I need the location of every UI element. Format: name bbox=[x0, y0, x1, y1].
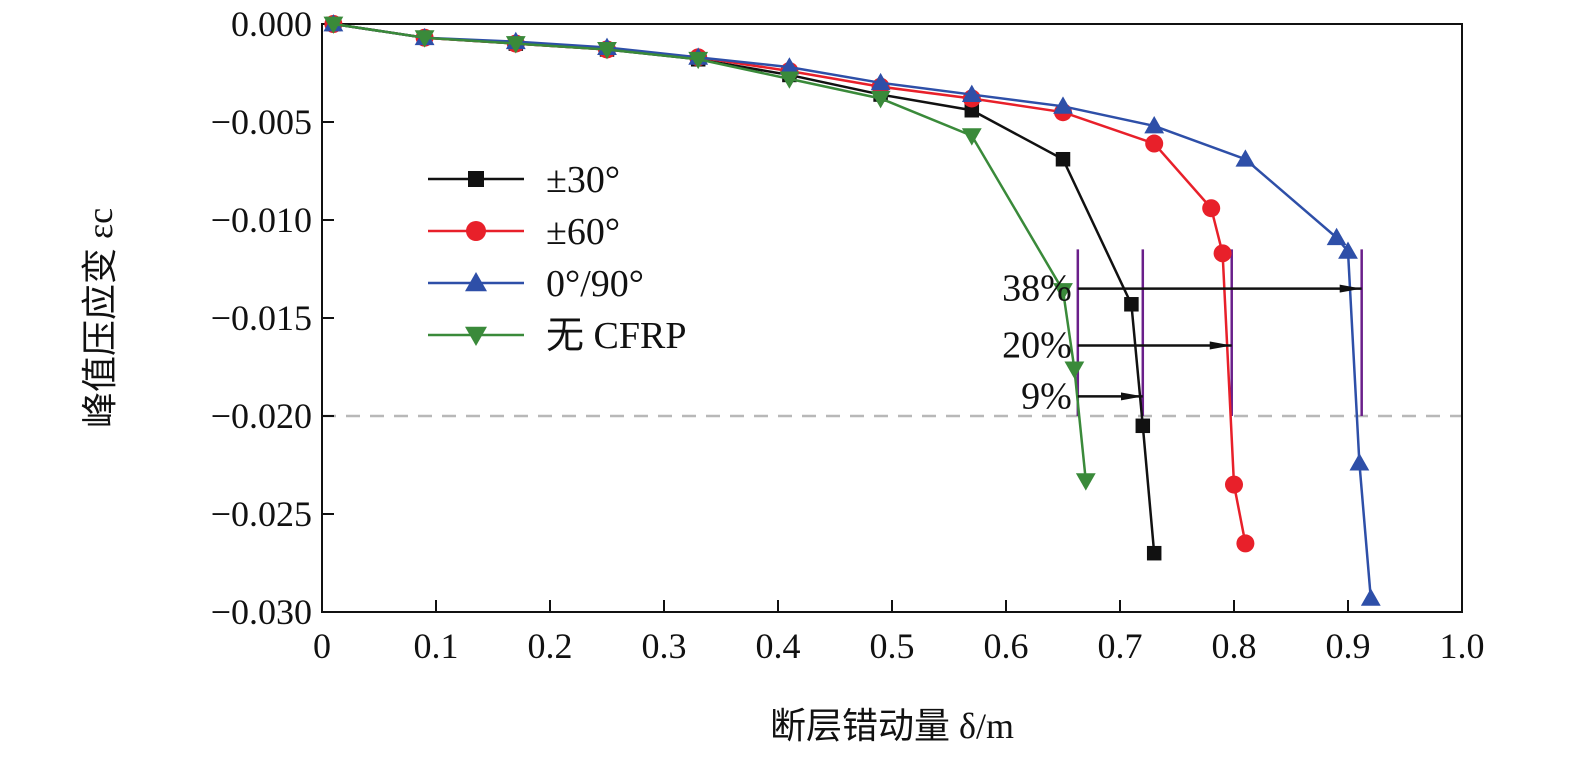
legend-label: 无 CFRP bbox=[546, 315, 686, 357]
data-point bbox=[414, 30, 435, 48]
axes bbox=[321, 23, 1463, 613]
data-point bbox=[961, 128, 982, 146]
y-tick-label: −0.030 bbox=[211, 592, 312, 632]
data-point bbox=[870, 72, 891, 91]
x-tick-label: 0.2 bbox=[528, 626, 573, 666]
data-point bbox=[870, 91, 891, 109]
legend-marker bbox=[468, 171, 484, 187]
data-point bbox=[1075, 473, 1096, 491]
series-layer bbox=[323, 14, 1381, 606]
legend-item: ±30° bbox=[428, 159, 620, 201]
data-point bbox=[323, 16, 344, 34]
legend-marker bbox=[465, 272, 487, 292]
y-tick-label: −0.025 bbox=[211, 494, 312, 534]
series-2 bbox=[323, 14, 1381, 606]
x-axis-label: 断层错动量 δ/m bbox=[770, 706, 1014, 746]
data-point bbox=[1236, 534, 1255, 553]
legend-item: 0°/90° bbox=[428, 263, 644, 305]
annotation-label: 20% bbox=[1002, 324, 1072, 366]
legend-label: 0°/90° bbox=[546, 263, 644, 305]
y-axis-ticks: 0.000 −0.005 −0.010 −0.015 −0.020 −0.025 −0.03… bbox=[211, 4, 334, 632]
y-axis-label: 峰值压应变 εc bbox=[80, 208, 120, 428]
data-point bbox=[1053, 96, 1073, 114]
data-point bbox=[1145, 134, 1164, 153]
y-tick-label: −0.020 bbox=[211, 396, 312, 436]
data-point bbox=[961, 84, 982, 102]
annotation-label: 38% bbox=[1002, 268, 1072, 310]
data-point bbox=[1225, 475, 1243, 494]
data-point bbox=[1135, 418, 1151, 434]
data-point bbox=[1053, 283, 1073, 301]
x-tick-label: 0.6 bbox=[984, 626, 1029, 666]
x-tick-label: 0.5 bbox=[870, 626, 915, 666]
x-tick-label: 0.8 bbox=[1212, 626, 1257, 666]
series-3 bbox=[323, 16, 1096, 491]
legend-item: 无 CFRP bbox=[428, 315, 686, 357]
data-point bbox=[1360, 588, 1381, 606]
y-tick-label: −0.010 bbox=[211, 200, 312, 240]
data-point bbox=[1124, 297, 1139, 312]
data-point bbox=[1235, 149, 1256, 167]
legend-label: ±60° bbox=[546, 211, 620, 253]
data-point bbox=[1064, 361, 1085, 379]
y-tick-label: −0.015 bbox=[211, 298, 312, 338]
x-tick-label: 1.0 bbox=[1440, 626, 1485, 666]
data-point bbox=[779, 71, 800, 89]
plot-frame bbox=[321, 23, 1463, 613]
legend-marker bbox=[465, 326, 487, 346]
data-point bbox=[688, 51, 709, 70]
annotations: 38% 20% 9% bbox=[1002, 268, 1362, 417]
x-tick-label: 0.9 bbox=[1326, 626, 1371, 666]
x-tick-label: 0.4 bbox=[756, 626, 801, 666]
legend: ±30° ±60° 0°/90° 无 CFRP bbox=[428, 159, 686, 357]
data-point bbox=[1338, 241, 1358, 259]
x-tick-label: 0 bbox=[313, 626, 331, 666]
data-point bbox=[1349, 453, 1370, 471]
data-point bbox=[1144, 116, 1165, 134]
data-point bbox=[505, 36, 526, 54]
data-point bbox=[779, 57, 800, 75]
y-tick-label: 0.000 bbox=[231, 4, 312, 44]
x-tick-label: 0.3 bbox=[642, 626, 687, 666]
data-point bbox=[1326, 227, 1347, 246]
x-tick-label: 0.7 bbox=[1098, 626, 1143, 666]
data-point bbox=[597, 42, 617, 60]
marker-lines bbox=[1076, 249, 1363, 416]
legend-marker bbox=[466, 221, 486, 241]
data-point bbox=[1146, 545, 1162, 561]
x-tick-label: 0.1 bbox=[414, 626, 459, 666]
annotation-label: 9% bbox=[1021, 375, 1072, 417]
y-tick-label: −0.005 bbox=[211, 102, 312, 142]
data-point bbox=[1055, 151, 1071, 167]
data-point bbox=[1202, 199, 1221, 218]
legend-item: ±60° bbox=[428, 211, 620, 253]
x-axis-ticks: 0 0.1 0.2 0.3 0.4 0.5 0.6 0.7 0.8 0.9 1.0 bbox=[313, 600, 1485, 666]
legend-label: ±30° bbox=[546, 159, 620, 201]
series-line bbox=[333, 22, 1373, 599]
data-point bbox=[1213, 244, 1232, 263]
